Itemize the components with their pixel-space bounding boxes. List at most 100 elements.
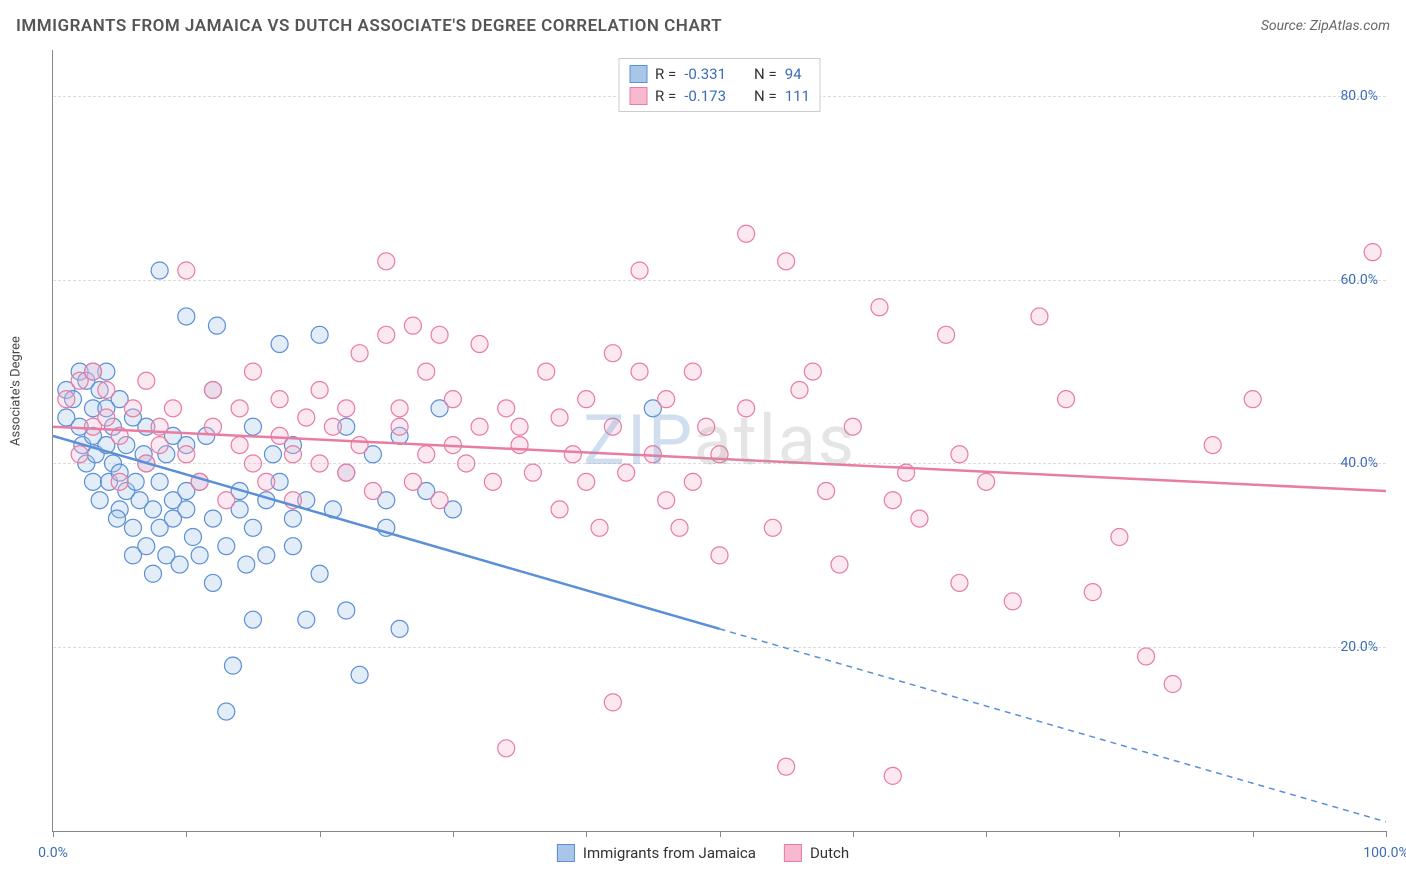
data-point xyxy=(84,473,101,490)
legend-item-0: Immigrants from Jamaica xyxy=(557,844,756,862)
data-point xyxy=(738,400,755,417)
data-point xyxy=(1111,528,1128,545)
data-point xyxy=(151,437,168,454)
stats-row-1: R = -0.173 N = 111 xyxy=(629,85,810,107)
data-point xyxy=(218,492,235,509)
legend-item-1: Dutch xyxy=(784,844,849,862)
data-point xyxy=(98,409,115,426)
data-point xyxy=(338,400,355,417)
data-point xyxy=(218,538,235,555)
data-point xyxy=(778,758,795,775)
data-point xyxy=(138,372,155,389)
data-point xyxy=(1084,584,1101,601)
data-point xyxy=(631,262,648,279)
data-point xyxy=(151,262,168,279)
data-point xyxy=(391,418,408,435)
data-point xyxy=(404,473,421,490)
x-tick xyxy=(186,831,187,837)
y-axis-label: Associate's Degree xyxy=(9,336,24,446)
data-point xyxy=(124,400,141,417)
data-point xyxy=(404,317,421,334)
x-tick-label: 100.0% xyxy=(1363,845,1406,861)
n-value-0: 94 xyxy=(785,65,802,83)
data-point xyxy=(271,391,288,408)
data-point xyxy=(244,611,261,628)
r-label: R = xyxy=(655,87,676,105)
data-point xyxy=(604,694,621,711)
data-point xyxy=(511,437,528,454)
data-point xyxy=(778,253,795,270)
data-point xyxy=(698,418,715,435)
data-point xyxy=(498,740,515,757)
data-point xyxy=(204,381,221,398)
data-point xyxy=(564,446,581,463)
data-point xyxy=(418,363,435,380)
x-tick xyxy=(986,831,987,837)
data-point xyxy=(578,391,595,408)
data-point xyxy=(578,473,595,490)
data-point xyxy=(91,492,108,509)
x-tick xyxy=(1253,831,1254,837)
data-point xyxy=(1004,593,1021,610)
data-point xyxy=(1164,675,1181,692)
data-point xyxy=(818,483,835,500)
data-point xyxy=(238,556,255,573)
x-tick xyxy=(586,831,587,837)
data-point xyxy=(231,437,248,454)
data-point xyxy=(884,767,901,784)
data-point xyxy=(138,538,155,555)
source-label: Source: ZipAtlas.com xyxy=(1261,18,1390,34)
data-point xyxy=(391,620,408,637)
data-point xyxy=(351,345,368,362)
data-point xyxy=(98,381,115,398)
data-point xyxy=(684,363,701,380)
data-point xyxy=(511,418,528,435)
x-tick xyxy=(53,831,54,837)
data-point xyxy=(84,363,101,380)
swatch-series-1 xyxy=(629,87,647,105)
data-point xyxy=(178,501,195,518)
data-point xyxy=(951,574,968,591)
data-point xyxy=(551,409,568,426)
data-point xyxy=(258,473,275,490)
stats-legend: R = -0.331 N = 94 R = -0.173 N = 111 xyxy=(618,58,821,112)
data-point xyxy=(111,473,128,490)
data-point xyxy=(298,611,315,628)
data-point xyxy=(218,703,235,720)
data-point xyxy=(127,473,144,490)
data-point xyxy=(1364,244,1381,261)
data-point xyxy=(324,418,341,435)
data-point xyxy=(164,400,181,417)
data-point xyxy=(311,455,328,472)
data-point xyxy=(271,336,288,353)
x-tick xyxy=(720,831,721,837)
x-tick xyxy=(853,831,854,837)
data-point xyxy=(391,400,408,417)
data-point xyxy=(591,519,608,536)
data-point xyxy=(231,400,248,417)
data-point xyxy=(471,336,488,353)
x-tick xyxy=(320,831,321,837)
data-point xyxy=(671,519,688,536)
header: IMMIGRANTS FROM JAMAICA VS DUTCH ASSOCIA… xyxy=(16,16,1390,36)
series-legend: Immigrants from Jamaica Dutch xyxy=(557,844,849,862)
r-value-0: -0.331 xyxy=(684,65,726,83)
data-point xyxy=(458,455,475,472)
data-point xyxy=(431,326,448,343)
data-point xyxy=(1058,391,1075,408)
data-point xyxy=(171,556,188,573)
data-point xyxy=(938,326,955,343)
data-point xyxy=(58,391,75,408)
data-point xyxy=(684,473,701,490)
data-point xyxy=(1204,437,1221,454)
data-point xyxy=(244,519,261,536)
data-point xyxy=(191,547,208,564)
n-value-1: 111 xyxy=(785,87,810,105)
data-point xyxy=(471,418,488,435)
plot-svg xyxy=(53,50,1386,831)
data-point xyxy=(184,528,201,545)
data-point xyxy=(144,565,161,582)
chart-title: IMMIGRANTS FROM JAMAICA VS DUTCH ASSOCIA… xyxy=(16,16,722,36)
data-point xyxy=(284,510,301,527)
data-point xyxy=(658,492,675,509)
